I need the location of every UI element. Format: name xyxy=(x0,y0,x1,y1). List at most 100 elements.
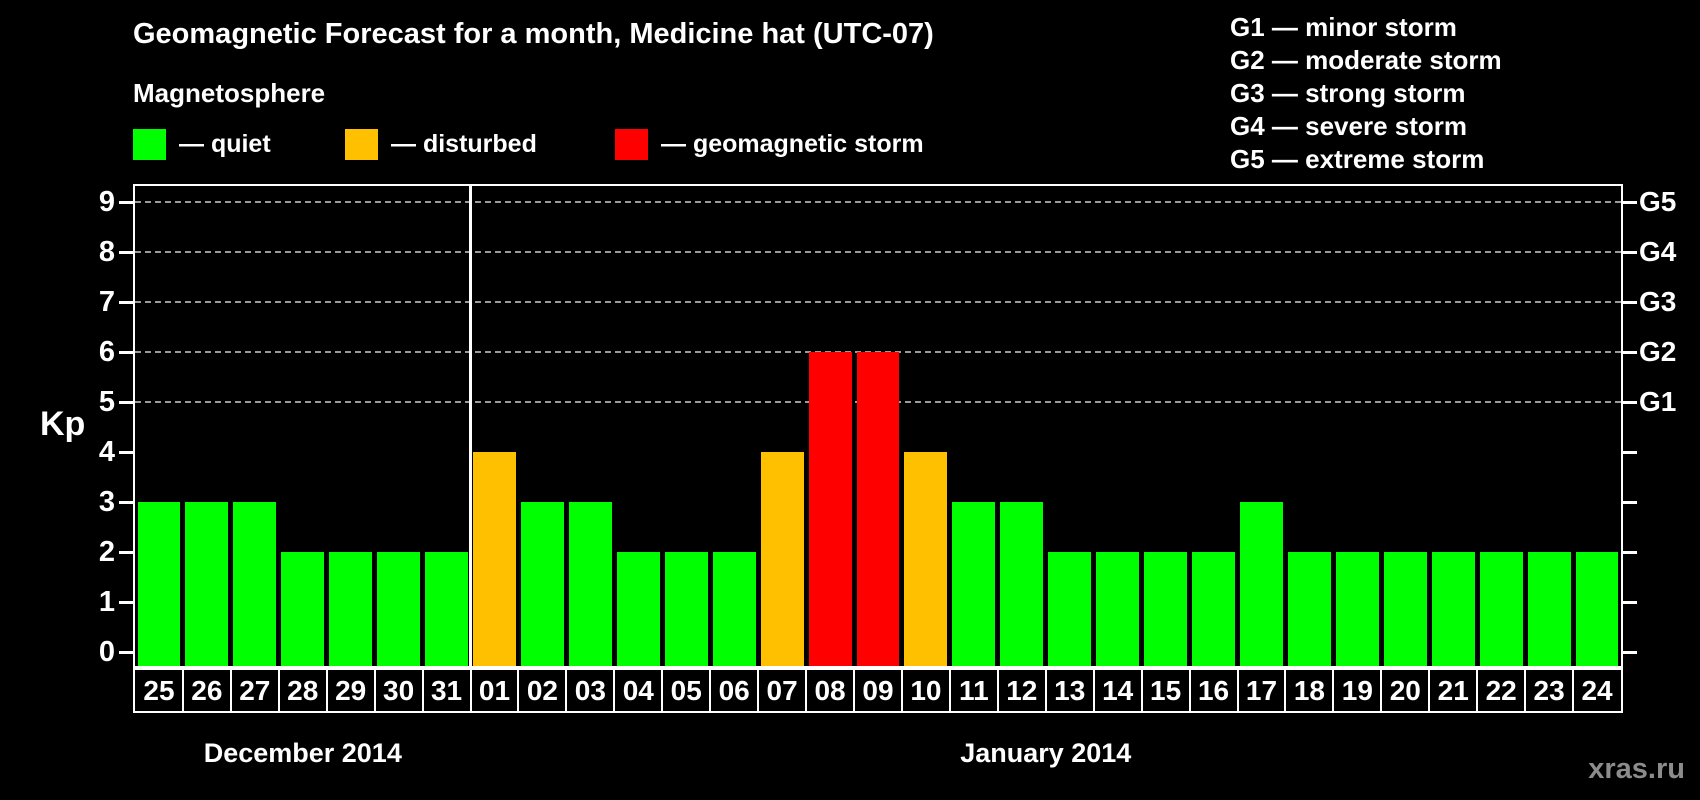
kp-bar-17 xyxy=(1240,502,1283,666)
month-label-1: January 2014 xyxy=(960,738,1132,768)
y-axis-tick-right-5 xyxy=(1623,401,1637,404)
day-divider xyxy=(421,670,424,711)
kp-bar-30 xyxy=(377,552,421,666)
y-axis-tick-right-7 xyxy=(1623,301,1637,304)
kp-bar-15 xyxy=(1144,552,1188,666)
day-divider xyxy=(1572,670,1575,711)
kp-bar-02 xyxy=(520,502,564,666)
quiet-color-swatch xyxy=(133,129,166,160)
y-axis-tick-left-9 xyxy=(119,201,133,204)
day-cell-label-03: 03 xyxy=(574,675,606,706)
day-cell-label-31: 31 xyxy=(430,675,463,706)
day-cell-label-10: 10 xyxy=(910,675,942,706)
day-cell-label-01: 01 xyxy=(478,675,511,706)
day-divider xyxy=(948,670,951,711)
g-scale-item-g1: G1 — minor storm xyxy=(1230,12,1457,42)
day-divider xyxy=(853,670,856,711)
legend-item-storm: — geomagnetic storm xyxy=(615,129,924,160)
y-axis-tick-right-8 xyxy=(1623,251,1637,254)
chart-title: Geomagnetic Forecast for a month, Medici… xyxy=(133,18,934,50)
day-divider xyxy=(181,670,184,711)
y-axis-tick-right-6 xyxy=(1623,351,1637,354)
kp-bar-29 xyxy=(329,552,373,666)
day-divider xyxy=(805,670,808,711)
day-cell-label-28: 28 xyxy=(287,675,319,706)
legend-label-storm: — geomagnetic storm xyxy=(661,130,924,158)
kp-axis-label: Kp xyxy=(40,405,86,443)
day-cell-label-25: 25 xyxy=(143,675,175,706)
day-divider xyxy=(757,670,760,711)
gridline-kp-9 xyxy=(135,201,1621,203)
day-divider xyxy=(661,670,664,711)
kp-bar-16 xyxy=(1192,552,1235,666)
y-axis-tick-left-8 xyxy=(119,251,133,254)
month-separator xyxy=(469,186,472,666)
kp-bar-23 xyxy=(1527,552,1571,666)
day-cell-label-24: 24 xyxy=(1581,675,1613,706)
plot-area xyxy=(133,184,1623,668)
gridline-kp-8 xyxy=(135,251,1621,253)
day-cell-label-13: 13 xyxy=(1054,675,1086,706)
day-divider xyxy=(277,670,280,711)
kp-bar-13 xyxy=(1048,552,1092,666)
day-axis-row: 25 26 27 28 29 30 31 01 02 03 04 05 06 07 08 09 10 11 12 13… xyxy=(133,668,1623,713)
legend-label-disturbed: — disturbed xyxy=(391,130,537,158)
day-divider xyxy=(709,670,712,711)
kp-bar-19 xyxy=(1335,552,1379,666)
day-cell-label-09: 09 xyxy=(862,675,894,706)
day-divider xyxy=(565,670,568,711)
y-axis-tick-label-9: 9 xyxy=(98,186,115,218)
day-cell-label-18: 18 xyxy=(1293,675,1325,706)
g-scale-legend: G1 — minor storm G2 — moderate storm G3 … xyxy=(1230,11,1502,176)
kp-bar-25 xyxy=(137,502,181,666)
day-divider xyxy=(900,670,903,711)
day-divider xyxy=(373,670,376,711)
g-axis-label-g2: G2 xyxy=(1639,336,1677,367)
day-divider xyxy=(1188,670,1191,711)
day-cell-label-07: 07 xyxy=(766,675,798,706)
day-cell-label-14: 14 xyxy=(1102,675,1134,706)
kp-bar-07 xyxy=(760,452,804,666)
y-axis-tick-left-6 xyxy=(119,351,133,354)
kp-bar-03 xyxy=(568,502,612,666)
g-axis-label-g5: G5 xyxy=(1639,186,1677,217)
day-divider xyxy=(1428,670,1431,711)
day-divider xyxy=(1236,670,1239,711)
y-axis-tick-right-0 xyxy=(1623,651,1637,654)
day-cell-label-27: 27 xyxy=(239,675,271,706)
kp-bar-26 xyxy=(185,502,229,666)
legend-label-quiet: — quiet xyxy=(179,130,271,158)
kp-bar-11 xyxy=(952,502,996,666)
y-axis-tick-label-7: 7 xyxy=(98,286,115,318)
magnetosphere-label: Magnetosphere xyxy=(133,78,326,108)
kp-bar-20 xyxy=(1383,552,1427,666)
kp-bar-12 xyxy=(1000,502,1044,666)
y-axis-tick-label-6: 6 xyxy=(98,336,115,368)
g-axis-label-g4: G4 xyxy=(1639,236,1677,267)
kp-bar-28 xyxy=(281,552,325,666)
kp-bar-04 xyxy=(616,552,660,666)
kp-bar-22 xyxy=(1479,552,1523,666)
month-label-0: December 2014 xyxy=(203,738,402,768)
storm-color-swatch xyxy=(615,129,648,160)
day-divider xyxy=(996,670,999,711)
y-axis-tick-left-7 xyxy=(119,301,133,304)
y-axis-tick-label-0: 0 xyxy=(98,636,115,668)
y-axis-tick-left-1 xyxy=(119,601,133,604)
day-divider xyxy=(1476,670,1479,711)
y-axis-tick-right-9 xyxy=(1623,201,1637,204)
kp-bar-24 xyxy=(1575,552,1619,666)
g-scale-item-g3: G3 — strong storm xyxy=(1230,78,1466,108)
g-axis-label-g1: G1 xyxy=(1639,386,1677,417)
day-cell-label-16: 16 xyxy=(1197,675,1230,706)
y-axis-tick-label-3: 3 xyxy=(98,486,115,518)
day-divider xyxy=(1524,670,1527,711)
day-cell-label-05: 05 xyxy=(670,675,702,706)
day-divider xyxy=(517,670,520,711)
day-cell-label-23: 23 xyxy=(1533,675,1565,706)
kp-bar-14 xyxy=(1096,552,1140,666)
y-axis-tick-left-0 xyxy=(119,651,133,654)
day-divider xyxy=(229,670,232,711)
day-cell-label-21: 21 xyxy=(1437,675,1469,706)
